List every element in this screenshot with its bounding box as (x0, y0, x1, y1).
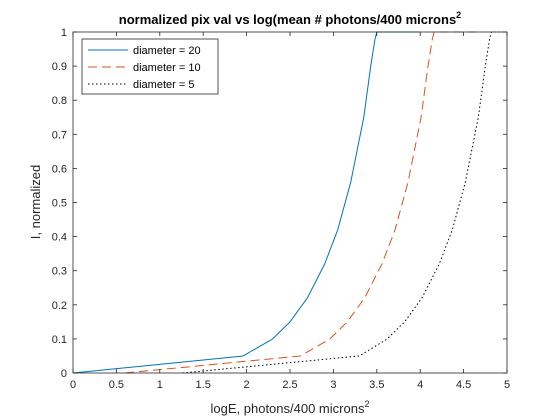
y-tick-label: 0.2 (52, 300, 67, 312)
x-tick-label: 0 (70, 379, 76, 391)
x-tick-label: 0.5 (109, 379, 124, 391)
legend-label-2: diameter = 10 (133, 62, 201, 74)
y-axis-label: I, normalized (28, 165, 43, 239)
chart-title: normalized pix val vs log(mean # photons… (119, 10, 461, 27)
y-tick-label: 0.7 (52, 129, 67, 141)
y-tick-label: 0.6 (52, 163, 67, 175)
x-axis-label-superscript: 2 (364, 399, 369, 409)
y-tick-label: 0.9 (52, 61, 67, 73)
y-tick-label: 0 (61, 368, 67, 380)
x-tick-label: 1.5 (196, 379, 211, 391)
x-tick-label: 2.5 (282, 379, 297, 391)
x-tick-label: 2 (244, 379, 250, 391)
x-tick-label: 4 (417, 379, 423, 391)
y-tick-label: 1 (61, 27, 67, 39)
legend: diameter = 20 diameter = 10 diameter = 5 (82, 39, 218, 94)
x-axis-label: logE, photons/400 microns2 (211, 399, 370, 416)
x-tick-label: 3 (330, 379, 336, 391)
y-tick-label: 0.5 (52, 198, 67, 210)
x-tick-label: 3.5 (369, 379, 384, 391)
x-tick-label: 4.5 (456, 379, 471, 391)
y-tick-label: 0.8 (52, 95, 67, 107)
y-tick-label: 0.4 (52, 232, 67, 244)
legend-label-3: diameter = 5 (133, 79, 194, 91)
x-tick-label: 1 (157, 379, 163, 391)
y-tick-label: 0.3 (52, 266, 67, 278)
x-tick-label: 5 (504, 379, 510, 391)
chart-title-superscript: 2 (456, 10, 461, 20)
y-tick-label: 0.1 (52, 334, 67, 346)
legend-label-1: diameter = 20 (133, 45, 201, 57)
